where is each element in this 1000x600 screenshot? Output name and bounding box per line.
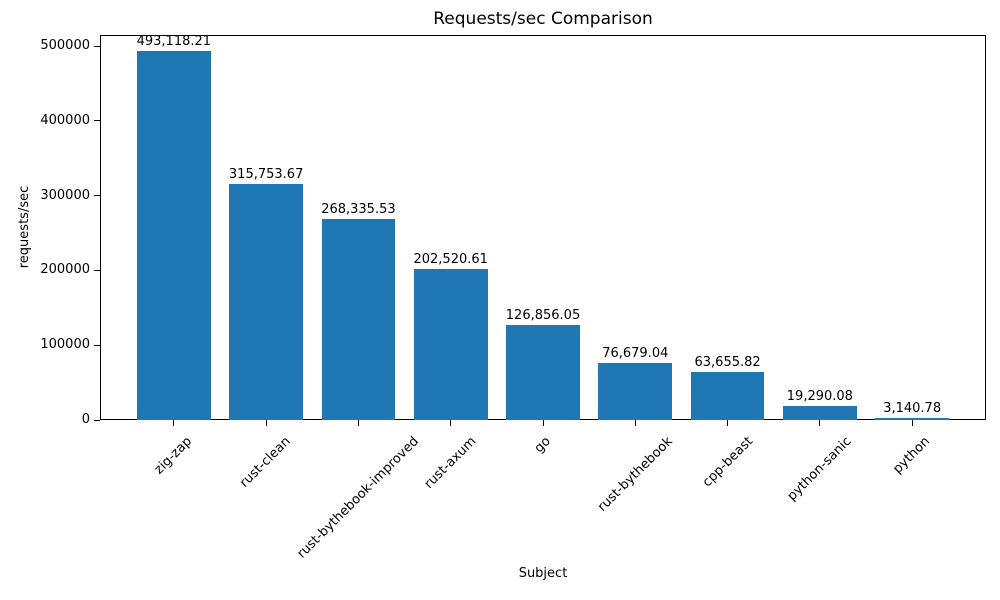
x-tick-mark (357, 420, 359, 426)
bar-value-label: 19,290.08 (786, 388, 853, 404)
bar (782, 405, 857, 420)
bar (229, 183, 304, 420)
x-tick-label: rust-axum (421, 434, 480, 492)
bar-value-label: 76,679.04 (602, 345, 669, 361)
y-tick-mark (94, 195, 100, 197)
bar (506, 325, 580, 420)
x-tick-mark (727, 420, 729, 426)
x-tick-mark (265, 420, 267, 426)
x-tick-label: rust-clean (237, 434, 295, 491)
x-tick-mark (450, 420, 452, 426)
x-tick-mark (542, 420, 544, 426)
y-tick-label: 200000 (40, 262, 90, 278)
x-tick-mark (634, 420, 636, 426)
bar (690, 372, 765, 420)
y-tick-label: 400000 (40, 112, 90, 128)
y-axis-label: requests/sec (17, 185, 32, 269)
y-tick-label: 300000 (40, 187, 90, 203)
bar-value-label: 126,856.05 (505, 308, 581, 324)
x-tick-label: python-sanic (784, 434, 855, 504)
y-tick-mark (94, 344, 100, 346)
bar (598, 362, 673, 420)
bar-value-label: 202,520.61 (413, 251, 488, 267)
y-tick-mark (94, 419, 100, 421)
x-tick-label: cpp-beast (699, 434, 756, 491)
bar (136, 51, 211, 420)
x-tick-mark (911, 420, 913, 426)
bar-value-label: 493,118.21 (136, 34, 212, 50)
bar (875, 417, 950, 420)
x-tick-mark (173, 420, 175, 426)
y-tick-mark (94, 120, 100, 122)
chart-title: Requests/sec Comparison (433, 9, 653, 29)
bar-value-label: 268,335.53 (321, 202, 396, 218)
x-tick-label: zig-zap (152, 434, 196, 478)
y-tick-label: 500000 (40, 38, 90, 54)
bar-value-label: 3,140.78 (883, 400, 942, 416)
bar-value-label: 63,655.82 (694, 355, 761, 371)
bar (321, 219, 396, 420)
y-tick-label: 0 (81, 412, 90, 427)
x-tick-label: rust-bythebook-improved (294, 434, 422, 562)
x-tick-label: rust-bythebook (594, 434, 676, 515)
y-tick-label: 100000 (40, 337, 90, 353)
bar (413, 268, 488, 420)
bar-value-label: 315,753.67 (228, 166, 304, 182)
y-tick-mark (94, 269, 100, 271)
x-tick-label: go (531, 434, 554, 457)
x-tick-label: python (890, 434, 934, 477)
x-axis-label: Subject (518, 566, 568, 581)
y-tick-mark (94, 45, 100, 47)
x-tick-mark (819, 420, 821, 426)
